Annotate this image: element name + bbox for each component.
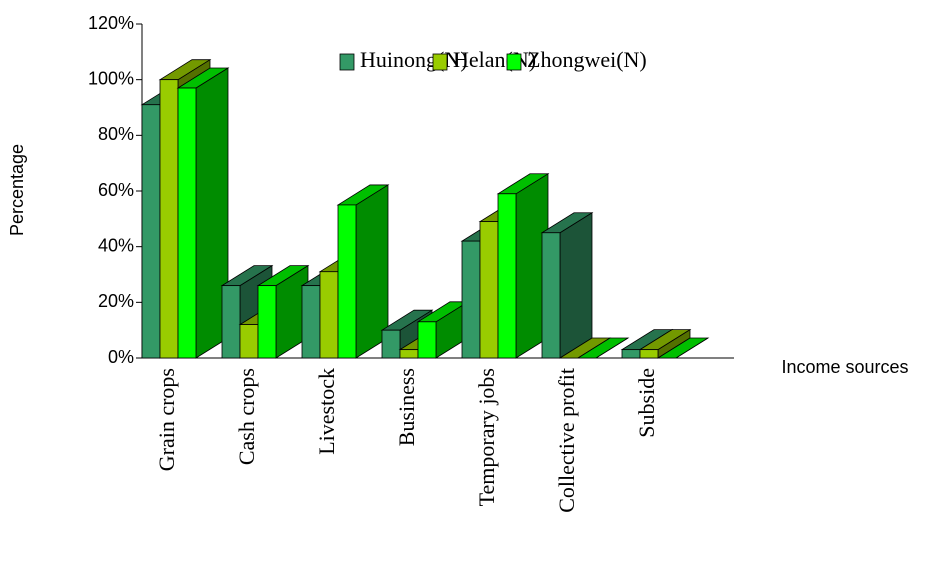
y-tick-label: 100%: [88, 68, 134, 88]
bar: [381, 329, 401, 359]
x-tick-label: Livestock: [314, 368, 339, 455]
bar: [621, 349, 641, 359]
x-axis-label: Income sources: [781, 357, 908, 377]
legend-swatch: [432, 53, 448, 71]
bar: [319, 271, 339, 359]
x-tick-label: Cash crops: [234, 368, 259, 465]
x-tick-label: Business: [394, 368, 419, 446]
bar: [239, 324, 259, 359]
bar: [479, 221, 499, 359]
bar-side: [559, 212, 593, 359]
y-tick-label: 20%: [98, 291, 134, 311]
y-tick-label: 60%: [98, 180, 134, 200]
legend-label: Zhongwei(N): [527, 47, 647, 72]
bar-top: [656, 337, 710, 359]
bar: [301, 285, 321, 359]
x-tick-label: Temporary jobs: [474, 368, 499, 506]
bar: [497, 193, 517, 359]
x-tick-label: Subside: [634, 368, 659, 438]
bar: [337, 204, 357, 359]
bar: [141, 104, 161, 359]
bar: [221, 285, 241, 359]
bar: [399, 349, 419, 359]
bar: [177, 87, 197, 359]
legend-swatch: [506, 53, 522, 71]
legend-label: Helan(N): [453, 47, 536, 72]
y-tick-label: 120%: [88, 13, 134, 33]
legend-label: Huinong(N): [360, 47, 468, 72]
bar: [159, 79, 179, 359]
y-axis-label: Percentage: [7, 144, 27, 236]
y-tick-label: 40%: [98, 235, 134, 255]
bar-top: [576, 337, 630, 359]
x-tick-label: Collective profit: [554, 368, 579, 513]
bar: [541, 232, 561, 359]
legend-swatch: [339, 53, 355, 71]
bar: [639, 349, 659, 359]
bar: [417, 321, 437, 359]
bar: [257, 285, 277, 359]
bar: [461, 240, 481, 359]
y-tick-label: 80%: [98, 124, 134, 144]
y-tick-label: 0%: [108, 347, 134, 367]
x-tick-label: Grain crops: [154, 368, 179, 471]
